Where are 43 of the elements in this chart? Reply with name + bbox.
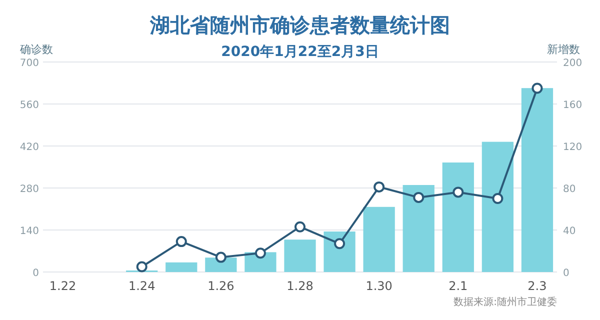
bar (205, 258, 237, 272)
bar (363, 206, 395, 272)
bar (482, 142, 514, 272)
bar (521, 88, 554, 272)
y-axis-title: 确诊数 (19, 43, 53, 56)
bar (442, 162, 474, 272)
y2-tick-label: 40 (563, 226, 576, 237)
point (215, 252, 226, 263)
bar (402, 185, 434, 272)
y2-tick-label: 160 (563, 100, 582, 111)
x-tick-label: 1.22 (49, 279, 76, 293)
y2-tick-label: 200 (563, 58, 582, 69)
y-tick-label: 0 (32, 268, 39, 279)
point (532, 82, 543, 94)
y2-tick-label: 80 (563, 184, 576, 195)
y-tick-label: 280 (20, 184, 39, 195)
y-tick-label: 560 (20, 100, 39, 111)
point (374, 181, 385, 192)
y-tick-label: 420 (20, 142, 39, 153)
x-tick-label: 1.30 (366, 279, 392, 293)
point (294, 221, 306, 232)
bar (166, 262, 198, 272)
x-tick-label: 1.26 (208, 279, 234, 293)
chart-subtitle: 2020年1月22至2月3日 (221, 44, 379, 60)
point (334, 238, 346, 250)
y2-tick-label: 0 (563, 268, 570, 279)
x-tick-label: 1.28 (286, 279, 314, 293)
y-tick-label: 140 (20, 226, 39, 237)
y2-axis-title: 新增数 (547, 43, 580, 56)
y2-tick-label: 120 (563, 142, 582, 153)
x-tick-label: 2.1 (448, 279, 468, 293)
point (254, 248, 266, 259)
y-tick-label: 700 (20, 58, 39, 69)
bar (284, 240, 316, 272)
point (413, 192, 424, 203)
x-tick-label: 2.3 (528, 279, 547, 293)
point (492, 193, 504, 204)
point (452, 186, 464, 198)
point (176, 236, 187, 248)
point (136, 261, 148, 272)
x-tick-label: 1.24 (128, 279, 156, 293)
source-note: 数据来源:随州市卫健委 (454, 296, 557, 308)
chart-title: 湖北省随州市确诊患者数量统计图 (149, 13, 450, 37)
